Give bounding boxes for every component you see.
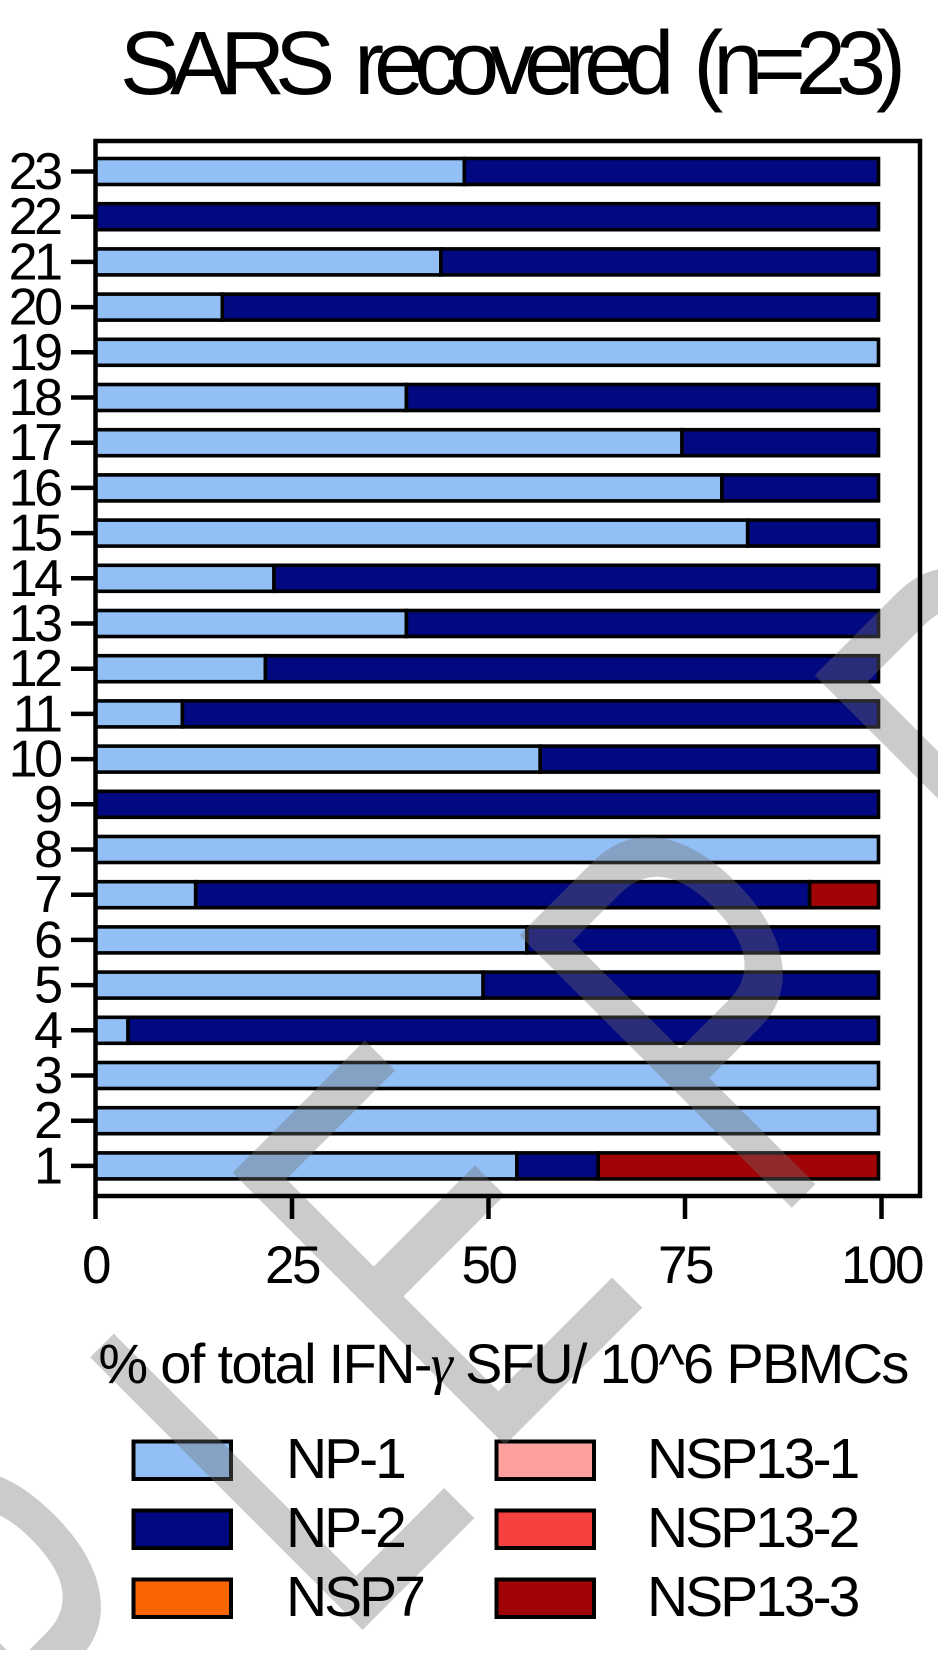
svg-text:23: 23 [9,143,61,201]
svg-text:11: 11 [13,685,62,743]
svg-text:12: 12 [9,640,61,698]
svg-text:NSP13-1: NSP13-1 [647,1427,858,1491]
svg-text:0: 0 [82,1236,110,1295]
svg-text:5: 5 [34,957,61,1015]
svg-text:NSP13-2: NSP13-2 [647,1496,858,1560]
svg-text:15: 15 [9,505,61,563]
svg-text:1: 1 [34,1137,61,1195]
svg-text:SARS recovered (n=23): SARS recovered (n=23) [120,14,901,114]
svg-text:8: 8 [34,821,61,879]
svg-text:17: 17 [9,414,61,472]
svg-text:22: 22 [9,188,61,246]
svg-text:25: 25 [265,1236,320,1295]
svg-text:14: 14 [9,550,62,608]
svg-text:20: 20 [9,279,61,337]
svg-text:13: 13 [9,595,61,653]
svg-text:18: 18 [9,369,61,427]
svg-text:16: 16 [9,459,61,517]
svg-text:NP-2: NP-2 [286,1496,404,1560]
svg-text:75: 75 [658,1236,713,1295]
svg-text:7: 7 [34,866,61,924]
svg-text:NSP13-3: NSP13-3 [647,1565,859,1629]
svg-text:10: 10 [9,731,61,789]
svg-text:2: 2 [34,1092,61,1150]
svg-text:100: 100 [841,1236,923,1295]
svg-text:NSP7: NSP7 [286,1565,423,1629]
svg-text:21: 21 [9,233,61,291]
svg-text:19: 19 [9,324,61,382]
svg-text:% of total IFN-γ SFU/ 10^6 PBM: % of total IFN-γ SFU/ 10^6 PBMCs [98,1332,907,1396]
svg-text:50: 50 [462,1236,517,1295]
svg-text:6: 6 [34,911,61,969]
svg-text:9: 9 [34,776,61,834]
svg-text:3: 3 [34,1047,61,1105]
svg-text:NP-1: NP-1 [286,1427,404,1491]
